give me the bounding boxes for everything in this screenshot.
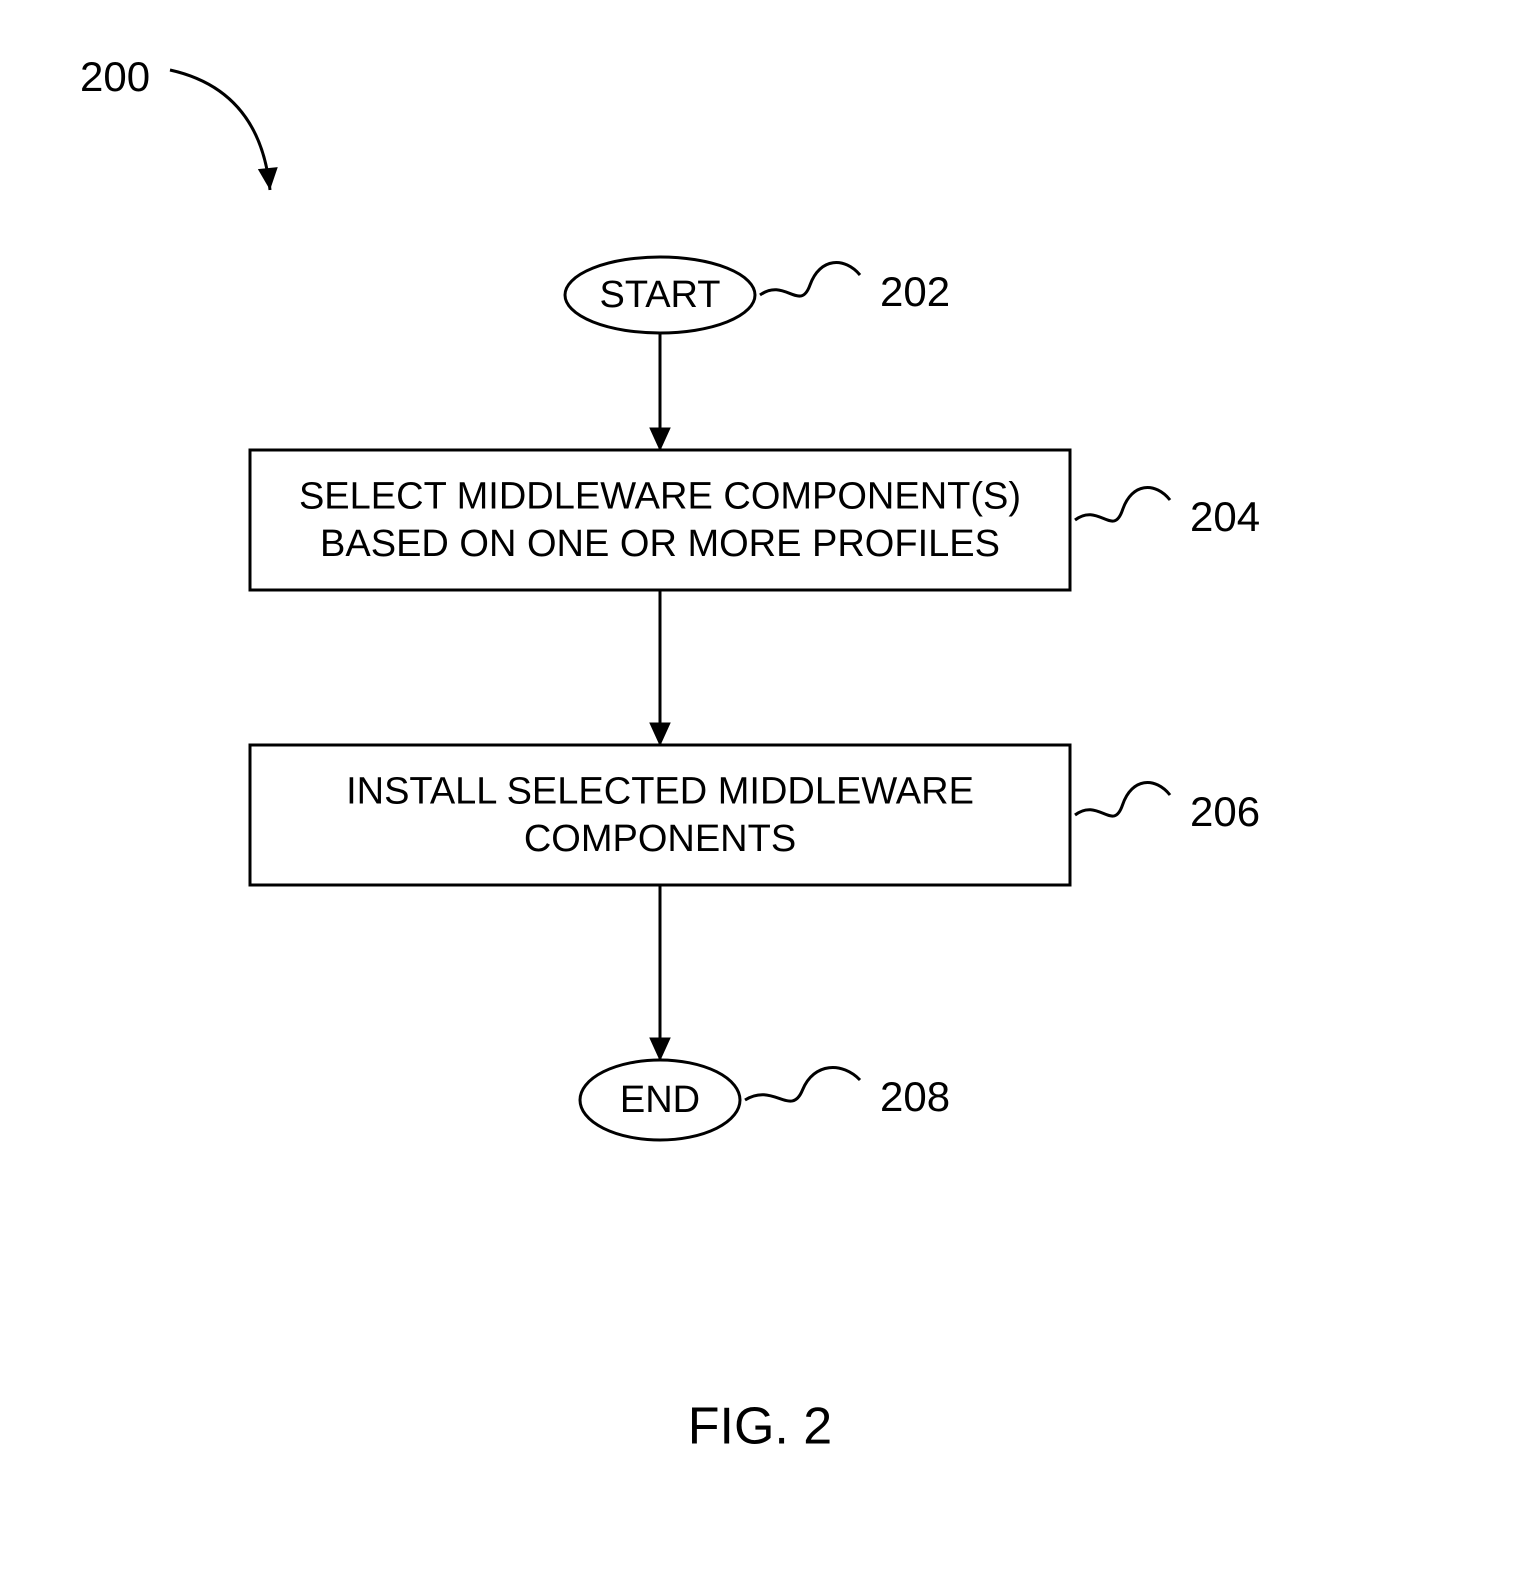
svg-text:BASED ON ONE OR MORE PROFILES: BASED ON ONE OR MORE PROFILES: [320, 523, 1000, 565]
svg-text:202: 202: [880, 268, 950, 315]
svg-text:208: 208: [880, 1073, 950, 1120]
svg-text:COMPONENTS: COMPONENTS: [524, 818, 796, 860]
svg-text:206: 206: [1190, 788, 1260, 835]
svg-text:204: 204: [1190, 493, 1260, 540]
svg-text:SELECT MIDDLEWARE COMPONENT(S): SELECT MIDDLEWARE COMPONENT(S): [299, 475, 1021, 517]
svg-text:200: 200: [80, 53, 150, 100]
svg-text:START: START: [599, 274, 720, 316]
svg-text:FIG. 2: FIG. 2: [688, 1398, 832, 1456]
svg-text:INSTALL SELECTED MIDDLEWARE: INSTALL SELECTED MIDDLEWARE: [346, 770, 974, 812]
svg-text:END: END: [620, 1079, 700, 1121]
